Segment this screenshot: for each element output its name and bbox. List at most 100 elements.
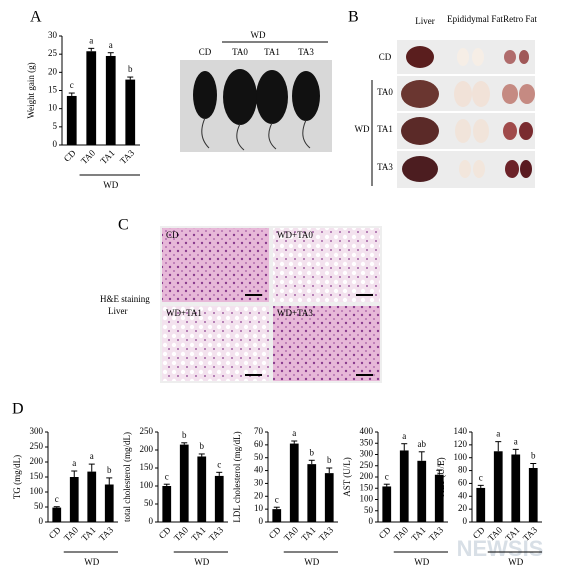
y-tick-label: 20 [458,503,468,513]
significance-letter: b [437,457,442,467]
y-tick-label: 140 [454,426,468,436]
y-tick-label: 100 [454,452,468,462]
y-tick-label: 300 [360,449,374,459]
group-label: WD [103,180,118,190]
significance-letter: c [165,471,169,481]
row-label: CD [379,52,392,62]
significance-letter: b [128,64,133,74]
y-tick-label: 100 [30,486,44,496]
x-tick-label: TA3 [118,147,137,166]
image-label: WD+TA3 [277,308,313,318]
y-tick-label: 100 [140,480,154,490]
x-tick-label: TA0 [282,524,301,543]
y-tick-label: 40 [458,490,468,500]
significance-letter: c [70,80,74,90]
bar [86,51,97,146]
y-tick-label: 50 [364,505,374,515]
group-label: WD [84,557,99,567]
y-tick-label: 80 [458,465,468,475]
y-tick-label: 0 [259,516,264,526]
y-tick-label: 10 [254,503,264,513]
significance-letter: b [200,441,205,451]
y-tick-label: 10 [48,103,58,113]
y-tick-label: 150 [140,462,154,472]
bar [399,450,409,522]
panel-label: C [118,217,129,234]
photo-label: TA3 [298,47,314,57]
panel-label: A [30,9,42,26]
x-tick-label: TA1 [299,525,317,543]
panel-label: D [12,401,24,418]
y-tick-label: 50 [144,498,154,508]
significance-letter: a [292,428,296,438]
y-tick-label: 120 [454,439,468,449]
bar [197,456,207,522]
bar [528,468,538,522]
row-label: TA3 [377,162,393,172]
group-label: WD [414,557,429,567]
y-tick-label: 0 [369,516,374,526]
image-label: WD+TA1 [166,308,202,318]
bar [69,477,79,522]
significance-letter: a [72,458,76,468]
y-tick-label: 70 [254,426,264,436]
significance-letter: b [531,451,536,461]
y-tick-label: 250 [140,426,154,436]
row-label: TA0 [377,87,393,97]
significance-letter: a [402,431,406,441]
significance-letter: c [479,472,483,482]
column-header: Epididymal Fat [447,14,503,24]
bar [66,95,77,145]
y-tick-label: 150 [30,471,44,481]
significance-letter: b [107,465,112,475]
histology: CD WD+TA0 WD+TA1 WD+TA3 [160,226,382,383]
bar [272,509,282,522]
y-tick-label: 400 [360,426,374,436]
y-tick-label: 0 [39,516,44,526]
x-tick-label: TA3 [97,524,116,543]
y-tick-label: 250 [360,460,374,470]
y-tick-label: 0 [463,516,468,526]
significance-letter: c [217,459,221,469]
image-label: WD+TA0 [277,230,313,240]
y-axis-label: LDL cholesterol (mg/dL) [232,431,242,522]
y-tick-label: 50 [254,452,264,462]
bar [324,473,334,522]
bar [289,443,299,522]
y-tick-label: 20 [254,490,264,500]
significance-letter: ab [418,439,427,449]
y-tick-label: 350 [360,437,374,447]
y-tick-label: 0 [149,516,154,526]
y-tick-label: 20 [48,66,58,76]
photo-label: CD [199,47,212,57]
y-tick-label: 200 [140,444,154,454]
caption: H&E staining [100,294,150,304]
bar [87,471,97,522]
bar [162,486,172,522]
row-label: TA1 [377,124,393,134]
caption: Liver [108,306,128,316]
organ-table: Liver Epididymal Fat Retro Fat CD TA0 TA… [355,14,537,188]
x-tick-label: TA1 [79,525,97,543]
significance-letter: b [310,447,315,457]
y-tick-label: 200 [30,456,44,466]
group-label: WD [508,557,523,567]
y-axis-label: ALT (U/L) [436,457,446,496]
mice-photo [180,60,332,152]
y-tick-label: 50 [34,501,44,511]
bar [214,475,224,522]
y-axis-label: Weight gain (g) [26,62,36,118]
y-tick-label: 25 [48,48,58,58]
significance-letter: a [514,436,518,446]
x-tick-label: TA3 [207,524,226,543]
y-axis-label: AST (U/L) [342,457,352,497]
bar [511,454,521,522]
y-tick-label: 0 [53,139,58,149]
column-header: Liver [415,16,435,26]
x-tick-label: CD [47,524,63,540]
x-tick-label: TA1 [189,525,207,543]
y-tick-label: 40 [254,465,264,475]
x-tick-label: TA0 [392,524,411,543]
group-label: WD [251,30,266,40]
